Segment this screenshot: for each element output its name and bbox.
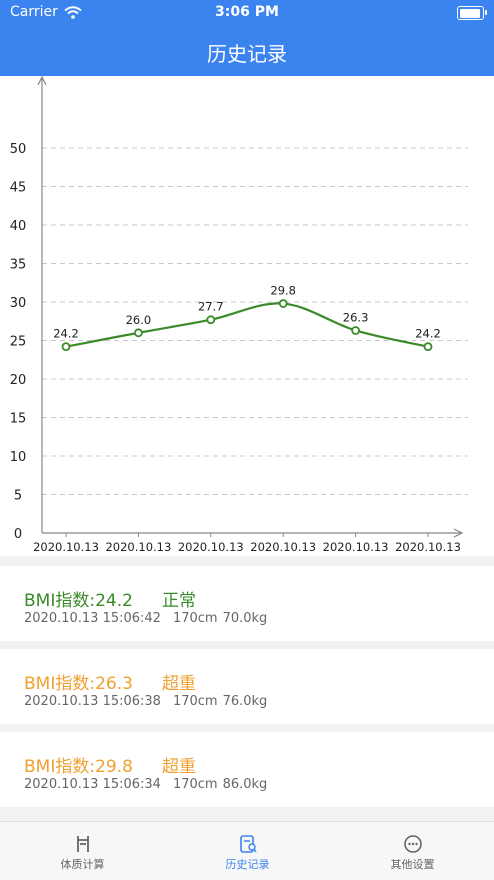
x-tick-label: 15:06:19 — [40, 555, 92, 556]
y-tick-label: 30 — [10, 296, 27, 311]
y-tick-label: 10 — [10, 450, 27, 465]
record-list: BMI指数:24.2 正常 2020.10.13 15:06:42 170cm 70.0… — [0, 566, 494, 815]
nav-bar: 历史记录 — [0, 28, 494, 76]
chart-svg: 051015202530354045502020.10.1315:06:1920… — [10, 76, 468, 556]
tab-label: 其他设置 — [390, 858, 435, 871]
record-bmi: BMI指数:24.2 — [24, 591, 133, 611]
more-icon — [403, 835, 422, 853]
tab-label: 历史记录 — [225, 858, 270, 871]
record-datetime: 2020.10.13 15:06:38 — [24, 694, 161, 709]
data-point — [133, 328, 143, 338]
y-tick-label: 25 — [10, 335, 27, 350]
battery-level — [459, 8, 480, 18]
x-tick-label: 15:06:24 — [113, 555, 165, 556]
x-tick-label: 15:06:29 — [185, 555, 237, 556]
x-tick-label: 15:06:38 — [330, 555, 382, 556]
record-status: 正常 — [162, 591, 196, 611]
y-tick-label: 20 — [10, 373, 27, 388]
data-label: 27.7 — [198, 300, 224, 314]
x-tick-label: 2020.10.13 — [250, 540, 316, 554]
record-bmi: BMI指数:29.8 — [24, 757, 133, 777]
data-label: 26.3 — [343, 310, 369, 324]
record-datetime: 2020.10.13 15:06:42 — [24, 611, 161, 626]
history-icon — [239, 835, 257, 853]
data-point — [351, 326, 361, 335]
body-icon — [76, 836, 89, 852]
y-axis-arrow — [37, 76, 47, 86]
bmi-history-chart: 051015202530354045502020.10.1315:06:1920… — [0, 76, 494, 556]
tab-bar: 体质计算 历史记录 其他设置 — [0, 821, 494, 880]
record-card[interactable]: BMI指数:29.8 超重 2020.10.13 15:06:34 170cm 86.0… — [0, 732, 494, 807]
record-detail: 2020.10.13 15:06:42 170cm 70.0kg — [24, 611, 267, 626]
tab-history[interactable]: 历史记录 — [165, 822, 330, 880]
record-status: 超重 — [162, 757, 196, 777]
x-tick-label: 2020.10.13 — [395, 540, 461, 554]
y-tick-label: 5 — [14, 489, 22, 504]
data-label: 26.0 — [126, 313, 152, 327]
x-tick-label: 2020.10.13 — [178, 540, 244, 554]
record-detail: 2020.10.13 15:06:34 170cm 86.0kg — [24, 777, 267, 792]
y-tick-label: 45 — [10, 181, 27, 196]
record-status: 超重 — [162, 674, 196, 694]
data-label: 29.8 — [270, 284, 296, 298]
tab-body[interactable]: 体质计算 — [0, 822, 165, 880]
record-weight: 76.0kg — [222, 694, 268, 709]
record-card[interactable]: BMI指数:24.2 正常 2020.10.13 15:06:42 170cm 70.0… — [0, 566, 494, 641]
x-tick-label: 15:06:42 — [402, 555, 454, 556]
tab-more[interactable]: 其他设置 — [330, 822, 494, 880]
wifi-icon — [64, 5, 82, 19]
x-tick-label: 15:06:34 — [257, 555, 309, 556]
tab-label: 体质计算 — [60, 858, 105, 871]
record-detail: 2020.10.13 15:06:38 170cm 76.0kg — [24, 694, 267, 709]
status-time: 3:06 PM — [215, 4, 279, 20]
carrier-label: Carrier — [10, 4, 58, 20]
record-height: 170cm — [172, 611, 218, 626]
page-title: 历史记录 — [207, 42, 287, 66]
status-bar: Carrier 3:06 PM — [0, 0, 494, 28]
x-tick-label: 2020.10.13 — [105, 540, 171, 554]
record-bmi: BMI指数:26.3 — [24, 674, 133, 694]
x-axis-arrow — [453, 528, 464, 538]
y-tick-label: 50 — [10, 142, 27, 157]
record-datetime: 2020.10.13 15:06:34 — [24, 777, 161, 792]
series-line — [65, 302, 429, 348]
data-point — [423, 342, 433, 352]
record-weight: 70.0kg — [222, 611, 268, 626]
data-label: 24.2 — [415, 327, 441, 341]
y-tick-label: 40 — [10, 219, 27, 234]
data-point — [206, 315, 216, 325]
data-point — [61, 342, 71, 352]
y-tick-label: 15 — [10, 412, 27, 427]
carrier: Carrier — [10, 4, 82, 20]
x-tick-label: 2020.10.13 — [33, 540, 99, 554]
battery-icon — [457, 6, 487, 20]
y-tick-label: 35 — [10, 258, 27, 273]
record-card[interactable]: BMI指数:26.3 超重 2020.10.13 15:06:38 170cm 76.0… — [0, 649, 494, 724]
y-tick-label: 0 — [14, 527, 22, 542]
record-height: 170cm — [172, 694, 218, 709]
data-label: 24.2 — [53, 327, 79, 341]
data-point — [278, 299, 288, 308]
record-height: 170cm — [172, 777, 218, 792]
record-weight: 86.0kg — [222, 777, 268, 792]
x-tick-label: 2020.10.13 — [323, 540, 389, 554]
